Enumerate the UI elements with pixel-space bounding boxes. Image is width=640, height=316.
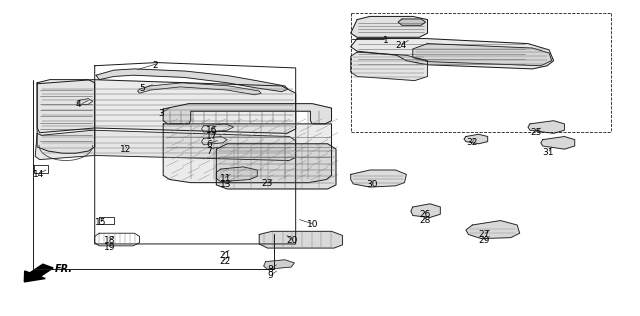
Text: 20: 20 — [286, 236, 298, 245]
Polygon shape — [528, 121, 564, 133]
Text: 22: 22 — [219, 257, 230, 266]
Text: 7: 7 — [206, 147, 212, 155]
Text: 26: 26 — [419, 210, 431, 219]
Text: 25: 25 — [530, 128, 541, 137]
Polygon shape — [398, 19, 426, 25]
Polygon shape — [411, 204, 440, 217]
Polygon shape — [163, 104, 332, 124]
Text: 12: 12 — [120, 145, 132, 154]
Text: 19: 19 — [104, 243, 116, 252]
Polygon shape — [541, 137, 575, 149]
Text: 24: 24 — [396, 41, 407, 50]
Polygon shape — [138, 83, 261, 95]
Polygon shape — [37, 80, 95, 153]
Text: 13: 13 — [220, 180, 232, 189]
Polygon shape — [466, 221, 520, 239]
Text: 11: 11 — [220, 174, 232, 183]
Text: 14: 14 — [33, 170, 45, 179]
Text: 17: 17 — [206, 132, 218, 141]
Text: 21: 21 — [219, 251, 230, 260]
Text: 3: 3 — [159, 109, 164, 118]
Text: 32: 32 — [466, 138, 477, 147]
Text: 30: 30 — [366, 180, 378, 189]
Text: 31: 31 — [543, 148, 554, 157]
Text: 1: 1 — [383, 36, 388, 45]
Polygon shape — [216, 144, 336, 189]
Text: 8: 8 — [268, 265, 273, 274]
Polygon shape — [35, 130, 296, 161]
Text: 6: 6 — [206, 140, 212, 149]
Text: 2: 2 — [152, 61, 158, 70]
Polygon shape — [413, 44, 552, 66]
Text: 27: 27 — [479, 230, 490, 239]
Polygon shape — [464, 134, 488, 144]
Polygon shape — [264, 260, 294, 269]
Text: 16: 16 — [206, 126, 218, 135]
Polygon shape — [216, 167, 257, 182]
Text: FR.: FR. — [54, 264, 72, 274]
Polygon shape — [37, 80, 296, 133]
Polygon shape — [351, 52, 428, 81]
Text: 4: 4 — [76, 100, 81, 109]
Polygon shape — [351, 16, 428, 37]
Polygon shape — [259, 231, 342, 248]
Text: 23: 23 — [261, 179, 273, 188]
Text: 10: 10 — [307, 220, 319, 229]
Text: 29: 29 — [479, 236, 490, 245]
Polygon shape — [163, 124, 332, 183]
Polygon shape — [96, 69, 288, 92]
Text: 18: 18 — [104, 236, 116, 245]
Text: 28: 28 — [419, 216, 431, 225]
Text: 9: 9 — [268, 271, 273, 280]
Polygon shape — [351, 39, 554, 69]
Text: 15: 15 — [95, 218, 106, 227]
Polygon shape — [351, 170, 406, 187]
Text: 5: 5 — [140, 84, 145, 93]
FancyArrow shape — [24, 264, 53, 282]
